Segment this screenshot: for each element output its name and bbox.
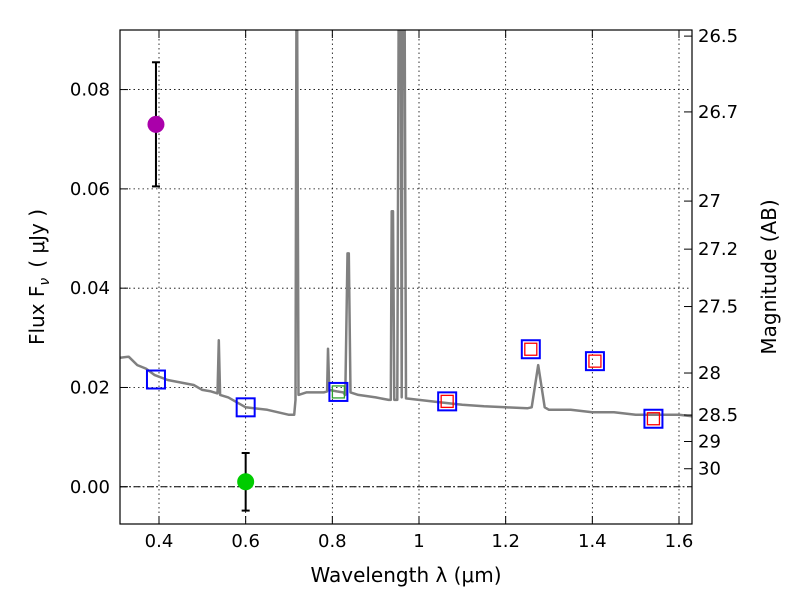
photometry-model-squares-point (437, 391, 458, 412)
photometry-model-squares-point (584, 351, 605, 372)
series-layer (120, 30, 692, 418)
magnitude-tick-label: 27.2 (698, 239, 738, 260)
x-axis-label: Wavelength λ (μm) (310, 563, 501, 587)
x-tick-label: 1 (413, 531, 424, 552)
x-tick-label: 0.6 (231, 531, 260, 552)
y-axis-label: Flux Fν ( μJy ) (25, 209, 53, 345)
magnitude-tick-label: 28.5 (698, 405, 738, 426)
photometry-model-squares-point (235, 397, 256, 418)
magnitude-tick-label: 29 (698, 431, 721, 452)
photometry-model-squares-point (643, 408, 664, 429)
model-spectrum-line (120, 30, 692, 418)
photometry-inner-squares-point (588, 354, 602, 368)
y-tick-label: 0.00 (70, 477, 110, 498)
x-tick-label: 1.4 (578, 531, 607, 552)
magnitude-tick-label: 26.5 (698, 26, 738, 47)
magnitude-tick-label: 27.5 (698, 297, 738, 318)
y-tick-label: 0.02 (70, 377, 110, 398)
photometry-green-marker-point (331, 385, 346, 399)
photometry-model-squares-point (328, 381, 349, 402)
photometry-model-squares-point (145, 369, 166, 390)
photometry-inner-squares-point (646, 412, 661, 426)
magnitude-axis: 26.5 26.7 27 27.2 27.5 28 28.5 29 30 (684, 26, 738, 480)
y-tick-label: 0.06 (70, 179, 110, 200)
plot-frame (119, 29, 693, 525)
x-tick-label: 1.2 (491, 531, 520, 552)
green-detection-point (237, 473, 255, 491)
y-tick-label: 0.04 (70, 278, 110, 299)
y-tick-label: 0.08 (70, 80, 110, 101)
x-tick-label: 1.6 (665, 531, 694, 552)
magenta-detection-point (147, 115, 165, 133)
photometry-inner-squares-point (524, 342, 538, 356)
y-axis: 0.00 0.02 0.04 0.06 0.08 (70, 80, 128, 498)
y-axis-label-subscript: ν (37, 278, 53, 286)
magnitude-tick-label: 27 (698, 191, 721, 212)
y-axis-label-unit: ( μJy ) (25, 209, 49, 268)
x-axis: 0.4 0.6 0.8 1 1.2 1.4 1.6 (145, 30, 694, 552)
x-tick-label: 0.8 (318, 531, 347, 552)
markers-layer (145, 61, 664, 512)
photometry-model-squares-point (520, 339, 541, 360)
photometry-inner-squares-point (440, 394, 454, 409)
x-tick-label: 0.4 (145, 531, 174, 552)
y-axis-label-main: Flux F (25, 286, 49, 345)
magnitude-axis-label: Magnitude (AB) (757, 199, 781, 354)
magnitude-tick-label: 30 (698, 459, 721, 480)
magnitude-tick-label: 26.7 (698, 102, 738, 123)
magnitude-tick-label: 28 (698, 363, 721, 384)
